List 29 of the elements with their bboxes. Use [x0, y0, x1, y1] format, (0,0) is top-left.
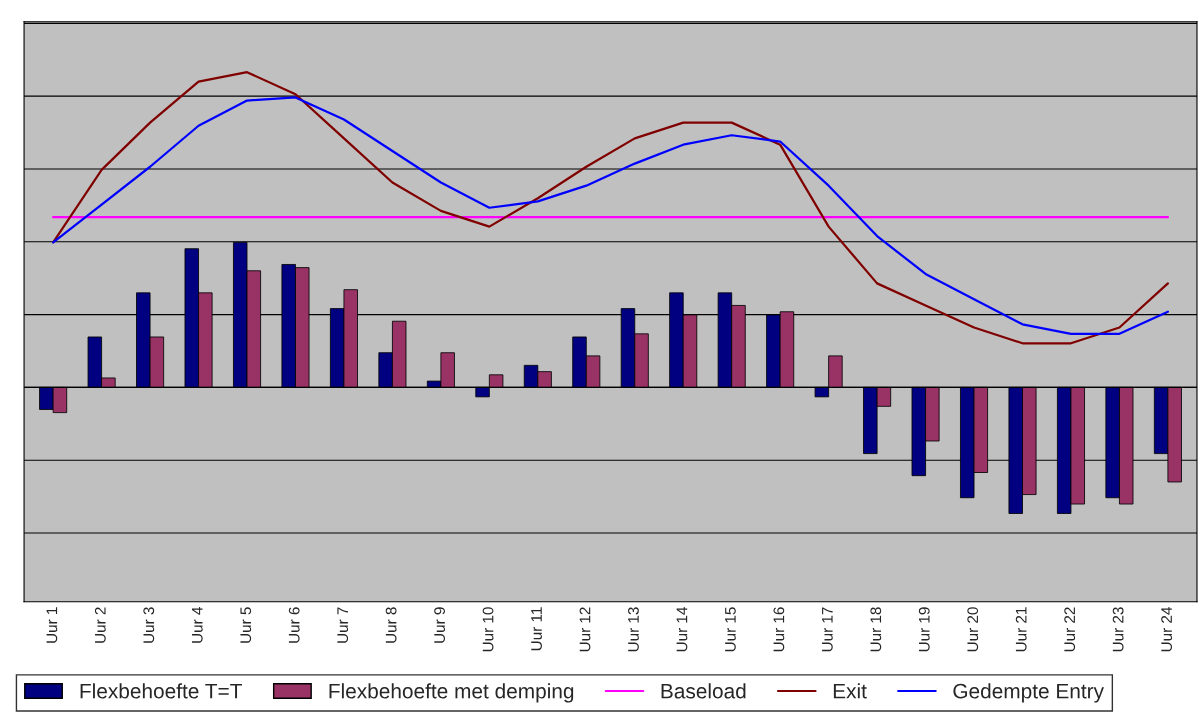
x-tick-label: Uur 16 — [773, 607, 785, 652]
x-tick-label: Uur 8 — [385, 607, 397, 643]
x-tick-label: Uur 5 — [240, 607, 252, 643]
x-tick-label: Uur 7 — [337, 607, 349, 643]
x-tick-label: Uur 10 — [482, 607, 494, 652]
legend-label: Gedempte Entry — [953, 683, 1104, 703]
x-tick-label: Uur 15 — [725, 607, 736, 652]
x-tick-label: Uur 23 — [1112, 607, 1124, 652]
x-tick-label: Uur 24 — [1161, 607, 1173, 652]
legend-label: Flexbehoefte met demping — [329, 683, 574, 703]
x-tick-label: Uur 3 — [143, 607, 155, 643]
x-tick-label: Uur 13 — [628, 607, 639, 652]
x-tick-label: Uur 12 — [579, 607, 591, 652]
x-tick-label: Uur 9 — [434, 607, 445, 643]
x-tick-label: Uur 22 — [1064, 607, 1076, 652]
legend-label: Flexbehoefte T=T — [80, 683, 242, 699]
x-tick-label: Uur 6 — [288, 607, 300, 643]
x-tick-label: Uur 2 — [94, 607, 106, 643]
x-tick-label: Uur 18 — [870, 607, 882, 652]
x-tick-label: Uur 20 — [967, 607, 979, 652]
x-tick-label: Uur 11 — [531, 607, 542, 651]
x-tick-label: Uur 1 — [46, 607, 58, 643]
x-tick-label: Uur 21 — [1015, 607, 1027, 652]
x-tick-label: Uur 19 — [918, 607, 930, 652]
x-tick-label: Uur 14 — [676, 607, 688, 652]
x-tick-label: Uur 17 — [822, 607, 833, 652]
legend-label: Baseload — [661, 683, 746, 699]
x-tick-label: Uur 4 — [191, 607, 203, 643]
legend-label: Exit — [833, 683, 867, 699]
